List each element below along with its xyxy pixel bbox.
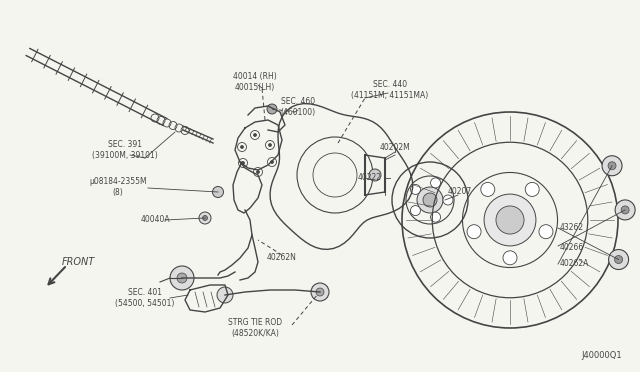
- Text: STRG TIE ROD
(48520K/KA): STRG TIE ROD (48520K/KA): [228, 318, 282, 338]
- Circle shape: [271, 160, 273, 164]
- Text: SEC. 391
(39100M, 39101): SEC. 391 (39100M, 39101): [92, 140, 158, 160]
- Circle shape: [241, 161, 244, 164]
- Circle shape: [431, 212, 440, 222]
- Text: SEC. 460
(460100): SEC. 460 (460100): [280, 97, 316, 117]
- Text: SEC. 440
(41151M, 41151MA): SEC. 440 (41151M, 41151MA): [351, 80, 429, 100]
- Text: 40266: 40266: [560, 244, 584, 253]
- Text: 40202M: 40202M: [380, 144, 410, 153]
- Text: J40000Q1: J40000Q1: [581, 350, 622, 359]
- Circle shape: [496, 206, 524, 234]
- Circle shape: [202, 215, 207, 221]
- Circle shape: [269, 144, 271, 147]
- Text: 40040A: 40040A: [140, 215, 170, 224]
- Circle shape: [170, 266, 194, 290]
- Circle shape: [503, 251, 517, 265]
- Circle shape: [443, 195, 453, 205]
- Text: 43262: 43262: [560, 224, 584, 232]
- Circle shape: [539, 225, 553, 239]
- Circle shape: [431, 178, 440, 188]
- Circle shape: [177, 273, 187, 283]
- Circle shape: [525, 182, 540, 196]
- Circle shape: [199, 212, 211, 224]
- Circle shape: [467, 225, 481, 239]
- Circle shape: [484, 194, 536, 246]
- Circle shape: [257, 170, 259, 173]
- Text: 40207: 40207: [448, 187, 472, 196]
- Text: FRONT: FRONT: [62, 257, 95, 267]
- Circle shape: [212, 186, 223, 198]
- Circle shape: [410, 206, 420, 216]
- Circle shape: [253, 134, 257, 137]
- Text: SEC. 401
(54500, 54501): SEC. 401 (54500, 54501): [115, 288, 175, 308]
- Circle shape: [615, 200, 635, 220]
- Circle shape: [621, 206, 629, 214]
- Circle shape: [609, 250, 628, 270]
- Circle shape: [417, 187, 443, 213]
- Circle shape: [311, 283, 329, 301]
- Circle shape: [410, 185, 420, 195]
- Text: µ08184-2355M
(8): µ08184-2355M (8): [89, 177, 147, 197]
- Circle shape: [267, 104, 277, 114]
- Circle shape: [481, 182, 495, 196]
- Text: 40262N: 40262N: [267, 253, 297, 263]
- Circle shape: [602, 156, 622, 176]
- Circle shape: [217, 287, 233, 303]
- Text: 40014 (RH)
40015(LH): 40014 (RH) 40015(LH): [233, 72, 277, 92]
- Circle shape: [316, 288, 324, 296]
- Circle shape: [369, 169, 381, 181]
- Circle shape: [241, 145, 243, 148]
- Circle shape: [423, 193, 437, 207]
- Text: 40222: 40222: [358, 173, 382, 183]
- Circle shape: [608, 162, 616, 170]
- Text: 40262A: 40262A: [560, 260, 589, 269]
- Circle shape: [614, 256, 623, 263]
